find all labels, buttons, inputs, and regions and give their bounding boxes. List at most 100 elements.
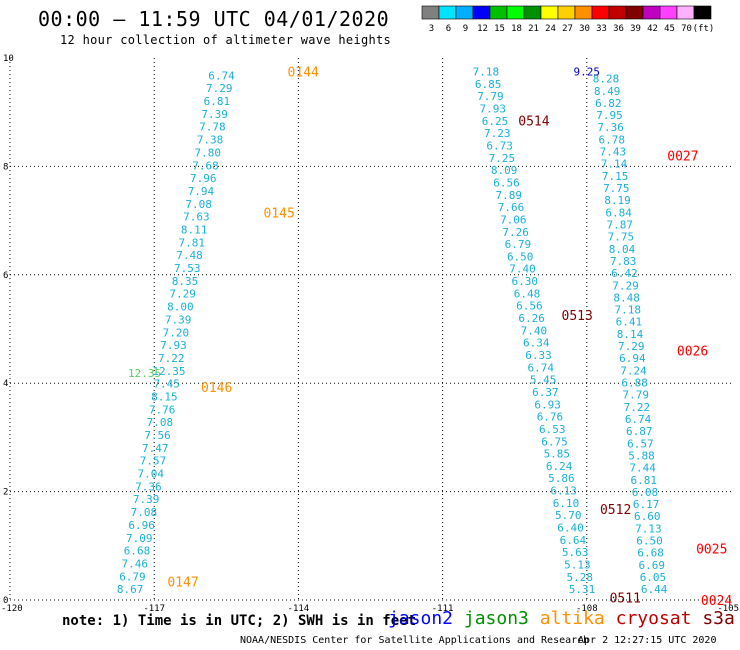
wave-height-value: 6.68 bbox=[637, 547, 664, 560]
wave-height-value: 6.94 bbox=[619, 352, 646, 365]
wave-height-value: 8.14 bbox=[617, 328, 644, 341]
wave-height-value: 9.25 bbox=[574, 66, 601, 79]
pass-time-label: 0025 bbox=[696, 543, 727, 558]
chart-title: 00:00 – 11:59 UTC 04/01/2020 bbox=[38, 7, 390, 31]
wave-height-value: 6.42 bbox=[611, 267, 638, 280]
wave-height-value: 7.89 bbox=[495, 189, 522, 202]
wave-height-value: 7.68 bbox=[192, 159, 219, 172]
wave-height-value: 6.53 bbox=[539, 423, 566, 436]
wave-height-value: 8.00 bbox=[167, 301, 194, 314]
chart-subtitle: 12 hour collection of altimeter wave hei… bbox=[60, 33, 392, 47]
wave-height-value: 7.06 bbox=[500, 213, 527, 226]
wave-height-value: 5.31 bbox=[569, 583, 596, 596]
colorbar-swatch bbox=[438, 5, 457, 20]
colorbar-label: 33 bbox=[596, 24, 607, 34]
wave-height-value: 7.08 bbox=[131, 506, 158, 519]
wave-height-value: 8.28 bbox=[593, 73, 620, 86]
x-tick-label: -111 bbox=[432, 604, 454, 614]
pass-time-label: 0513 bbox=[562, 309, 593, 324]
wave-height-value: 7.40 bbox=[509, 263, 536, 276]
colorbar-swatch bbox=[557, 5, 576, 20]
wave-height-value: 6.96 bbox=[128, 519, 155, 532]
colorbar-label: 45 bbox=[664, 24, 675, 34]
colorbar-swatch bbox=[574, 5, 593, 20]
pass-time-label: 0145 bbox=[264, 206, 295, 221]
wave-height-value: 7.26 bbox=[502, 226, 529, 239]
colorbar-swatch bbox=[506, 5, 525, 20]
pass-time-label: 0146 bbox=[201, 381, 232, 396]
wave-height-value: 6.69 bbox=[639, 559, 666, 572]
wave-height-value: 6.24 bbox=[546, 460, 573, 473]
wave-height-value: 7.53 bbox=[174, 262, 201, 275]
satellite-legend: jason2 jason3 altika cryosat s3a bbox=[388, 608, 735, 629]
colorbar-label: (ft) bbox=[693, 24, 715, 34]
colorbar-swatch bbox=[676, 5, 695, 20]
wave-height-value: 6.50 bbox=[636, 535, 663, 548]
wave-height-value: 7.87 bbox=[607, 218, 634, 231]
wave-height-value: 6.79 bbox=[505, 238, 532, 251]
wave-height-value: 7.63 bbox=[183, 211, 210, 224]
pass-time-label: 0024 bbox=[701, 594, 732, 609]
wave-height-value: 7.18 bbox=[473, 66, 500, 79]
y-tick-label: 10 bbox=[3, 54, 14, 64]
pass-time-label: 0147 bbox=[167, 576, 198, 591]
wave-height-value: 7.43 bbox=[600, 146, 627, 159]
wave-height-value: 7.15 bbox=[602, 170, 629, 183]
wave-height-value: 8.09 bbox=[491, 164, 518, 177]
y-tick-label: 8 bbox=[3, 162, 8, 172]
wave-height-value: 7.25 bbox=[489, 152, 516, 165]
wave-height-value: 6.26 bbox=[518, 312, 545, 325]
y-tick-label: 2 bbox=[3, 488, 8, 498]
footer-timestamp: Apr 2 12:27:15 UTC 2020 bbox=[578, 635, 717, 646]
wave-height-value: 6.93 bbox=[534, 398, 561, 411]
wave-height-value: 6.74 bbox=[208, 69, 235, 82]
wave-height-value: 8.19 bbox=[604, 194, 631, 207]
colorbar-swatch bbox=[659, 5, 678, 20]
wave-height-value: 7.46 bbox=[121, 557, 148, 570]
colorbar-label: 18 bbox=[511, 24, 522, 34]
pass-time-label: 0514 bbox=[518, 114, 549, 129]
legend-jason2: jason2 bbox=[388, 608, 454, 629]
wave-height-value: 5.88 bbox=[628, 449, 655, 462]
colorbar-swatch bbox=[591, 5, 610, 20]
wave-height-value: 7.38 bbox=[197, 134, 224, 147]
wave-height-value: 6.37 bbox=[532, 386, 559, 399]
wave-height-value: 8.11 bbox=[181, 223, 208, 236]
wave-height-value: 6.56 bbox=[493, 176, 520, 189]
wave-height-value: 7.93 bbox=[160, 339, 187, 352]
wave-height-value: 7.04 bbox=[137, 468, 164, 481]
wave-height-value: 7.75 bbox=[608, 231, 635, 244]
x-tick-label: -114 bbox=[288, 604, 310, 614]
footer-note: note: 1) Time is in UTC; 2) SWH is in fe… bbox=[62, 613, 417, 629]
wave-height-value: 7.48 bbox=[176, 249, 203, 262]
wave-height-value: 6.13 bbox=[550, 485, 577, 498]
wave-height-value: 7.39 bbox=[201, 108, 228, 121]
wave-height-value: 12.35 bbox=[128, 367, 161, 380]
colorbar-label: 3 bbox=[429, 24, 434, 34]
wave-height-value: 8.67 bbox=[117, 583, 144, 596]
wave-height-value: 7.18 bbox=[615, 304, 642, 317]
wave-height-value: 7.83 bbox=[610, 255, 637, 268]
pass-time-label: 0512 bbox=[600, 503, 631, 518]
wave-height-value: 7.08 bbox=[185, 198, 212, 211]
pass-time-label: 0511 bbox=[610, 591, 641, 606]
color-scale-bar: 3 6 9 12 15 18 21 24 27 30 33 36 39 42 45 70 (ft) bbox=[421, 5, 715, 34]
wave-height-value: 7.29 bbox=[618, 340, 645, 353]
colorbar-swatch bbox=[455, 5, 474, 20]
wave-height-value: 7.57 bbox=[140, 455, 167, 468]
colorbar-label: 6 bbox=[446, 24, 451, 34]
colorbar-swatch bbox=[523, 5, 542, 20]
wave-height-value: 7.80 bbox=[195, 146, 222, 159]
wave-height-value: 7.36 bbox=[597, 121, 624, 134]
wave-height-value: 7.29 bbox=[206, 82, 233, 95]
colorbar-label: 24 bbox=[545, 24, 556, 34]
colorbar-swatch bbox=[642, 5, 661, 20]
wave-height-value: 7.29 bbox=[169, 288, 196, 301]
wave-height-value: 6.08 bbox=[632, 486, 659, 499]
wave-height-value: 6.05 bbox=[640, 571, 667, 584]
x-tick-label: -108 bbox=[576, 604, 598, 614]
wave-height-value: 6.48 bbox=[514, 287, 541, 300]
y-tick-label: 6 bbox=[3, 271, 8, 281]
colorbar-label: 39 bbox=[630, 24, 641, 34]
